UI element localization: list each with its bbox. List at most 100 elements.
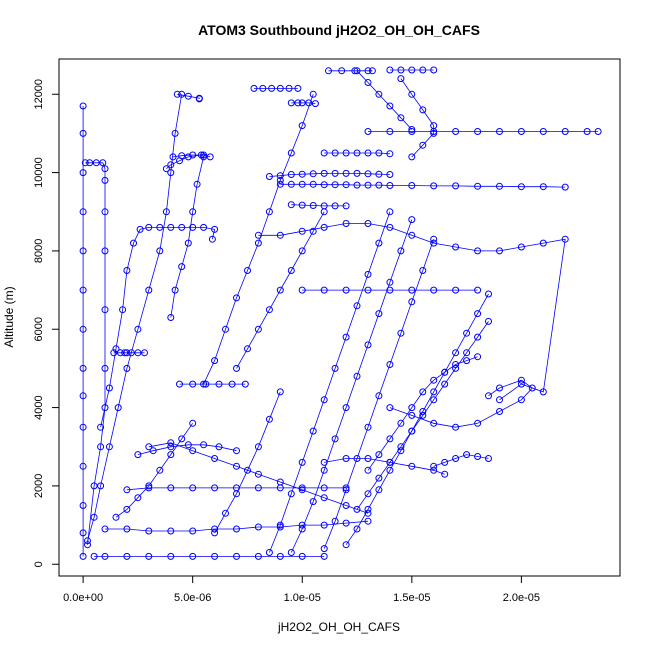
x-tick-label: 5.0e-06 (174, 592, 211, 604)
y-tick-label: 6000 (33, 317, 45, 341)
series-line (389, 379, 533, 428)
data-point (320, 521, 328, 529)
data-point (167, 484, 175, 492)
data-series (254, 220, 569, 404)
data-point (276, 172, 284, 180)
data-point (86, 159, 94, 167)
data-point (594, 128, 602, 135)
y-axis: 0 2000 4000 6000 8000 10000 12000 (33, 79, 60, 567)
data-point (276, 286, 284, 294)
data-point (408, 286, 416, 294)
data-point (452, 182, 460, 190)
data-point (167, 161, 175, 169)
data-point (79, 529, 87, 537)
data-point (474, 247, 482, 255)
data-point (320, 169, 328, 177)
data-point (309, 180, 317, 188)
data-point (441, 458, 449, 466)
data-point (101, 208, 109, 216)
data-point (408, 66, 416, 74)
series-line (356, 321, 489, 510)
data-point (130, 239, 137, 247)
data-point (156, 247, 164, 255)
data-point (539, 183, 547, 191)
data-point (463, 451, 471, 459)
data-point (320, 466, 328, 474)
data-point (167, 223, 175, 231)
data-point (189, 380, 197, 388)
data-point (287, 490, 295, 498)
data-point (298, 486, 306, 494)
data-point (285, 84, 293, 92)
series-line (345, 293, 489, 545)
data-point (397, 329, 405, 337)
data-point (408, 128, 416, 135)
data-series (364, 353, 482, 474)
y-tick-label: 0 (33, 561, 45, 567)
data-point (309, 170, 317, 178)
data-point (123, 349, 131, 357)
data-point (276, 478, 284, 486)
data-point (211, 484, 219, 492)
data-series (287, 216, 416, 556)
data-point (364, 181, 372, 189)
data-point (145, 527, 153, 535)
data-point (265, 306, 273, 314)
data-point (167, 169, 175, 177)
data-point (430, 286, 438, 294)
data-point (79, 364, 87, 372)
data-point (364, 509, 372, 517)
data-point (353, 149, 361, 157)
data-point (430, 466, 438, 474)
data-point (200, 441, 208, 449)
y-tick-label: 2000 (33, 474, 45, 498)
data-point (561, 128, 569, 135)
data-point (386, 102, 394, 110)
data-point (134, 349, 142, 357)
data-point (169, 153, 177, 161)
data-point (90, 552, 98, 560)
data-point (202, 380, 210, 388)
data-point (309, 227, 317, 235)
data-point (375, 170, 383, 178)
data-point (342, 202, 350, 210)
data-point (474, 453, 482, 460)
data-point (123, 267, 131, 274)
data-point (298, 122, 306, 130)
data-series (276, 180, 569, 191)
data-series (84, 90, 186, 545)
data-point (254, 231, 262, 239)
data-point (320, 286, 328, 294)
data-point (386, 361, 394, 368)
data-point (463, 329, 471, 337)
data-point (430, 66, 438, 74)
data-point (419, 267, 427, 274)
data-point (233, 447, 240, 455)
data-series (169, 151, 214, 161)
data-point (408, 153, 416, 161)
data-point (123, 486, 131, 494)
data-point (298, 484, 306, 492)
data-point (101, 165, 109, 173)
data-point (364, 79, 372, 86)
data-point (331, 202, 339, 210)
data-point (408, 182, 416, 189)
data-point (298, 525, 306, 533)
data-point (298, 247, 306, 255)
data-point (430, 388, 438, 396)
data-point (105, 443, 113, 451)
data-point (134, 494, 142, 502)
data-series (112, 419, 197, 521)
data-series (211, 388, 284, 537)
data-point (254, 470, 262, 478)
data-point (101, 176, 109, 184)
x-tick-label: 2.0e-05 (503, 592, 540, 604)
data-point (375, 181, 383, 189)
data-point (430, 396, 438, 404)
data-point (254, 325, 262, 333)
data-point (189, 484, 197, 492)
data-series (250, 84, 302, 92)
plot-frame (58, 58, 621, 577)
data-point (145, 482, 153, 490)
